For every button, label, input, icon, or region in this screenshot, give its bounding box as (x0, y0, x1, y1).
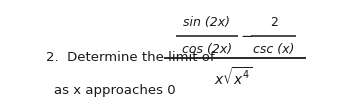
Text: 2.  Determine the limit of: 2. Determine the limit of (46, 51, 214, 64)
Text: csc (x): csc (x) (253, 43, 294, 56)
Text: −: − (240, 29, 253, 44)
Text: 2: 2 (270, 16, 278, 29)
Text: $x\sqrt{x^4}$: $x\sqrt{x^4}$ (214, 66, 253, 88)
Text: cos (2x): cos (2x) (182, 43, 232, 56)
Text: as x approaches 0: as x approaches 0 (54, 84, 175, 97)
Text: sin (2x): sin (2x) (183, 16, 230, 29)
